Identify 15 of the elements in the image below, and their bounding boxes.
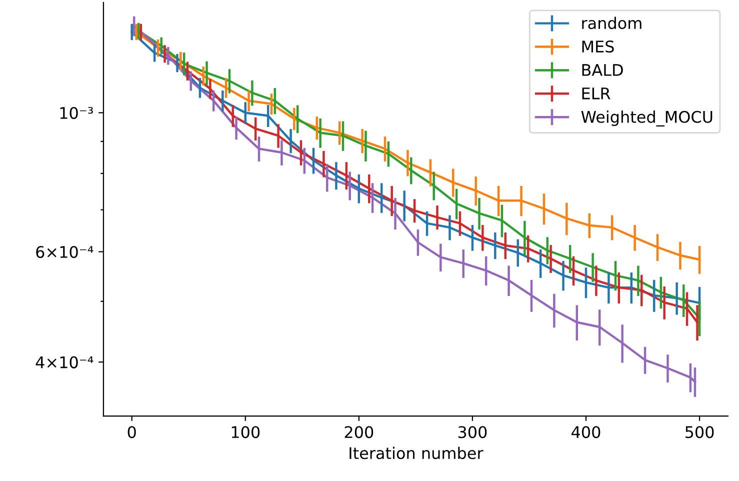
legend-label: Weighted_MOCU bbox=[581, 110, 712, 126]
y-tick-label: 4×10⁻⁴ bbox=[36, 356, 94, 368]
y-tick-label: 10⁻³ bbox=[60, 106, 93, 120]
x-axis-title: Iteration number bbox=[350, 446, 484, 460]
legend-label: ELR bbox=[582, 88, 610, 100]
x-tick-label: 300 bbox=[458, 426, 487, 438]
legend-label: random bbox=[582, 16, 642, 30]
x-tick-label: 500 bbox=[686, 426, 714, 438]
x-tick-label: 400 bbox=[572, 426, 600, 438]
x-tick-label: 0 bbox=[128, 426, 136, 438]
x-tick-label: 100 bbox=[232, 426, 260, 438]
legend-label: BALD bbox=[582, 64, 623, 76]
y-tick-label: 6×10⁻⁴ bbox=[36, 246, 94, 258]
legend-label: MES bbox=[582, 40, 614, 53]
x-tick-label: 200 bbox=[344, 426, 374, 438]
